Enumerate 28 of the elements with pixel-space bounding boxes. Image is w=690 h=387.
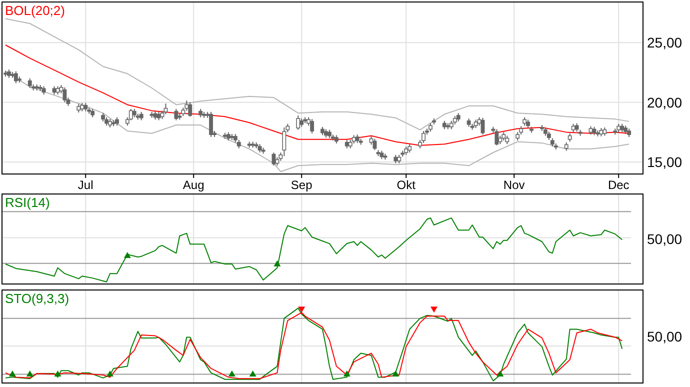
y-tick-label: 20,00 [647, 94, 682, 110]
x-tick-label: Aug [182, 178, 204, 192]
line-series [4, 70, 630, 172]
candlestick [62, 86, 67, 103]
x-tick-label: Sep [290, 178, 313, 192]
candlestick [164, 103, 168, 115]
candlestick [14, 70, 18, 84]
candlestick [494, 128, 499, 146]
text: 50,00 [647, 328, 682, 344]
candlestick [296, 114, 300, 130]
x-tick-label: Nov [503, 178, 525, 192]
candlestick [174, 108, 178, 121]
x-tick-label: Okt [396, 178, 416, 192]
line-series [4, 44, 630, 146]
candlestick [282, 126, 286, 157]
line-series [4, 18, 630, 130]
x-tick-label: Jul [78, 178, 94, 192]
text: 50,00 [647, 231, 682, 247]
candlestick [188, 102, 192, 118]
chart-title: RSI(14) [5, 195, 50, 210]
candlestick [310, 118, 314, 134]
y-tick-label: 15,00 [647, 154, 682, 170]
candlestick [209, 111, 213, 138]
candlestick [28, 78, 32, 88]
chart-title: BOL(20;2) [5, 3, 65, 18]
chart-title: STO(9,3,3) [5, 291, 70, 306]
y-tick-label: 25,00 [647, 34, 682, 51]
x-tick-label: Dec [608, 178, 630, 192]
